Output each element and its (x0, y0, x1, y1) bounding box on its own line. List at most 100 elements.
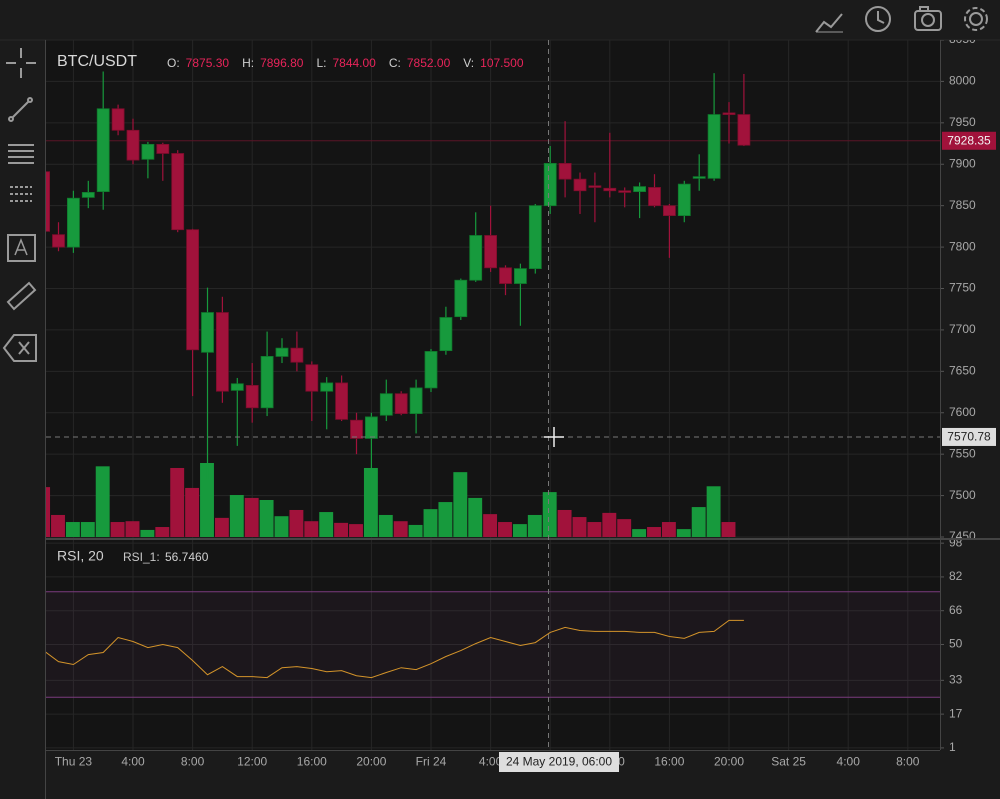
candle-body (707, 114, 721, 179)
candle-body (648, 187, 661, 207)
volume-bar (274, 516, 289, 537)
crosshair-price-label: 7570.78 (947, 430, 991, 444)
volume-bar (587, 522, 602, 537)
rsi-legend-name: RSI_1: (123, 550, 160, 564)
candle-body (141, 143, 155, 160)
candle-body (558, 163, 572, 180)
y-tick-label: 7850 (949, 198, 976, 212)
rsi-pane (46, 591, 940, 698)
volume-bar (110, 522, 125, 537)
y-tick-label: 7550 (949, 446, 976, 460)
ruler-tool[interactable] (6, 281, 37, 311)
rsi-legend-value: 56.7460 (165, 550, 209, 564)
candle-body (588, 185, 602, 188)
volume-bar (617, 519, 632, 537)
snapshot-button[interactable] (914, 6, 942, 31)
interval-button[interactable] (865, 6, 891, 32)
y-tick-label: 7500 (949, 488, 976, 502)
volume-bar (304, 521, 319, 537)
price-axis: 7450 7500 7550 7600 7650 7700 7750 7800 7850 7900… (940, 40, 976, 543)
volume-bar (334, 522, 349, 537)
candle-body (469, 235, 483, 281)
fib-tool[interactable] (8, 144, 34, 164)
x-tick-label: 12:00 (237, 755, 267, 769)
crosshair-tool[interactable] (6, 48, 36, 78)
candle-body (46, 171, 50, 232)
candle-body (499, 267, 512, 284)
candle-body (528, 205, 542, 270)
volume-bar (363, 467, 378, 537)
volume-bar (229, 495, 244, 537)
y-tick-label: 7450 (949, 529, 976, 543)
candle-body (96, 108, 110, 192)
ohlc-legend-value: 7896.80 (260, 56, 304, 70)
volume-bar (200, 463, 214, 537)
candle-body (260, 356, 274, 409)
candle-body (156, 143, 170, 154)
x-tick-label: 8:00 (181, 755, 205, 769)
crosshair-time-label: 24 May 2019, 06:00 (506, 755, 612, 769)
legend: BTC/USDT RSI, 20 RSI_1: 56.7460 O: 7875.3… (57, 53, 524, 564)
x-tick-label: Sat 25 (771, 755, 806, 769)
candle-body (245, 385, 259, 409)
x-tick-label: 4:00 (837, 755, 861, 769)
candle-body (454, 279, 468, 318)
crosshair-price-box (942, 427, 996, 446)
indicators-button[interactable] (815, 13, 843, 33)
y-tick-label: 1 (949, 740, 956, 754)
settings-button[interactable] (964, 7, 988, 31)
ohlc-legend-value: 7875.30 (186, 56, 230, 70)
volume-bar (214, 517, 229, 537)
ohlc-legend-value: 107.500 (480, 56, 524, 70)
volume-bar (542, 492, 557, 537)
candle-body (111, 108, 125, 131)
volume-bar (185, 487, 200, 537)
last-price-box (942, 131, 996, 150)
volume-bar (691, 507, 706, 537)
candle-body (290, 347, 304, 363)
volume-bar (468, 497, 483, 537)
candle-body (350, 419, 363, 439)
volume-bar (572, 517, 587, 537)
text-tool[interactable] (7, 234, 36, 262)
rsi-line (46, 619, 744, 679)
volume-bar (661, 522, 676, 537)
crosshair-time-box (499, 752, 619, 772)
volume-bar (51, 514, 65, 537)
volume-bar (647, 527, 661, 537)
volume-bar (289, 509, 304, 537)
rsi-title: RSI, 20 (57, 548, 104, 564)
left-toolbar (2, 48, 37, 362)
y-tick-label: 7900 (949, 156, 976, 170)
pattern-tool[interactable] (10, 186, 32, 202)
candle-body (52, 234, 65, 248)
y-tick-label: 7950 (949, 115, 976, 129)
volume-bar (155, 527, 170, 537)
x-tick-label: 8:00 (896, 755, 920, 769)
candle-body (663, 205, 676, 217)
volume-bar (259, 500, 274, 537)
candle-body (364, 416, 378, 439)
candle-body (305, 364, 319, 392)
candle-body (573, 178, 587, 192)
y-tick-label: 82 (949, 569, 963, 583)
candle-body (603, 187, 617, 192)
y-tick-label: 17 (949, 706, 963, 720)
volume-bar (632, 529, 647, 537)
price-pane (46, 71, 940, 537)
candle-body (201, 312, 214, 353)
volume-bar (170, 467, 185, 537)
volume-bar (721, 522, 736, 537)
crosshair: 24 May 2019, 06:00 7570.78 (46, 40, 996, 772)
y-tick-label: 7650 (949, 364, 976, 378)
volume-bar (65, 522, 80, 537)
y-tick-label: 66 (949, 603, 963, 617)
volume-bar (393, 521, 408, 537)
trend-line-tool[interactable] (8, 97, 33, 122)
x-tick-label: Thu 23 (55, 755, 93, 769)
x-tick-label: 16:00 (654, 755, 684, 769)
volume-bar (527, 514, 542, 537)
ohlc-legend-label: V: (463, 56, 474, 70)
remove-drawings[interactable] (2, 334, 37, 362)
